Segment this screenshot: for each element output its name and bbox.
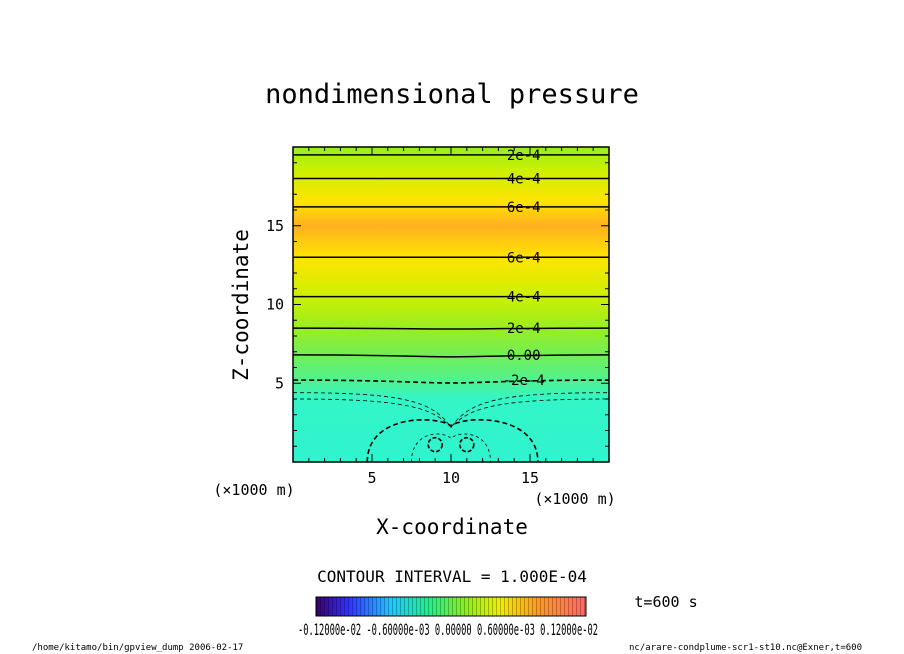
contour-label: 2e-4 [507,321,541,337]
y-axis-label: Z-coordinate [229,229,253,381]
contour-line [293,379,609,384]
axis-ticks [293,147,609,462]
x-tick-label: 5 [367,469,376,487]
chart-title: nondimensional pressure [265,79,639,110]
pressure-minima [427,436,475,453]
x-tick-label: 10 [442,469,460,487]
time-stamp: t=600 s [634,593,697,611]
contour-line-minor [293,398,609,428]
contour-label: 0.00 [507,348,541,364]
footer-left: /home/kitamo/bin/gpview_dump 2006-02-17 [32,643,243,653]
contour-line [293,354,609,358]
colorbar-tick-stripes [316,597,586,616]
contour-interval-note: CONTOUR INTERVAL = 1.000E-04 [317,567,587,586]
pressure-minimum [458,436,475,453]
contour-line [293,327,609,330]
x-tick-label: 15 [521,469,539,487]
y-tick-label: 5 [275,374,284,392]
contour-label: 6e-4 [507,200,541,216]
contour-label: 2e-4 [507,148,541,164]
axis-tick-labels: 5 10 15 5 10 15 [266,217,539,487]
x-axis-label: X-coordinate [376,515,528,539]
plot-area: 2e-44e-46e-46e-44e-42e-40.00-2e-4 5 10 155… [266,146,610,487]
colorbar-labels: -0.12000e-02 -0.60000e-03 0.00000 0.6000… [298,620,598,639]
y-tick-label: 15 [266,217,284,235]
contour-label: 4e-4 [507,172,541,188]
x-axis-unit: (×1000 m) [534,490,615,508]
pressure-minimum [427,436,444,453]
footer-right: nc/arare-condplume-scr1-st10.nc@Exner,t=… [629,643,862,653]
y-axis-unit: (×1000 m) [213,481,294,499]
contour-label: 4e-4 [507,290,541,306]
contour-label: -2e-4 [503,373,545,389]
colorbar: -0.12000e-02 -0.60000e-03 0.00000 0.6000… [298,596,598,639]
colorbar-frame [315,596,587,617]
contour-line-plume [366,418,539,462]
contour-line-minor [293,392,609,429]
contour-label: 6e-4 [507,250,541,266]
y-tick-label: 10 [266,296,284,314]
